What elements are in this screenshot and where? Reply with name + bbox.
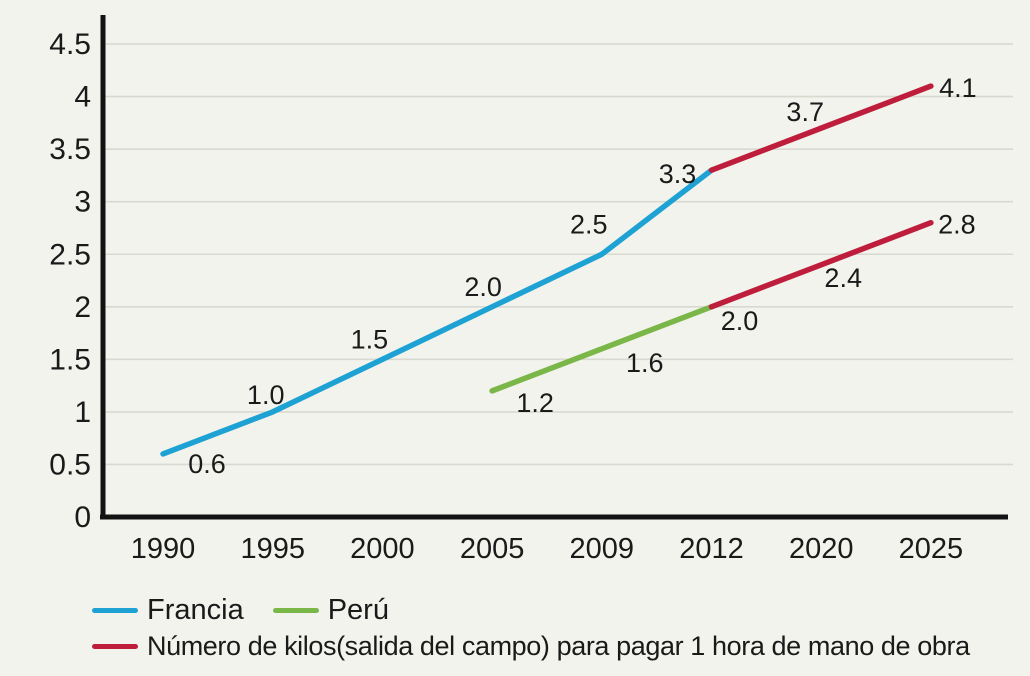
francia-line-swatch [92, 607, 138, 613]
data-label: 2.0 [464, 272, 502, 302]
chart-legend: Francia Perú Número de kilos(salida del … [92, 592, 1022, 664]
data-label: 1.5 [351, 324, 389, 354]
series-line-proyeccion-francia [708, 83, 934, 173]
data-label: 4.1 [939, 73, 977, 103]
x-tick-label: 1990 [131, 533, 196, 565]
x-tick-label: 2005 [460, 533, 525, 565]
y-tick-label: 3 [74, 186, 91, 219]
data-label: 1.6 [626, 348, 664, 378]
y-tick-label: 1 [74, 396, 91, 429]
line-chart-canvas: 0 0.5 1 1.5 2 2.5 3 3.5 4 4.5 1990 1995 2000 2005 2009… [49, 15, 1013, 565]
y-tick-label: 0.5 [49, 448, 91, 481]
data-label: 2.5 [570, 209, 608, 239]
projection-line-swatch [92, 643, 138, 649]
data-label: 3.3 [659, 159, 697, 189]
data-label: 2.4 [824, 263, 862, 293]
x-tick-label: 2012 [679, 533, 744, 565]
y-tick-label: 3.5 [49, 133, 91, 166]
peru-line-swatch [272, 607, 319, 613]
y-tick-label: 2.5 [49, 238, 91, 271]
data-label: 1.0 [247, 380, 285, 410]
y-tick-label: 4 [74, 81, 91, 114]
y-tick-label: 1.5 [49, 343, 91, 376]
series-line-francia [160, 167, 715, 457]
x-tick-label: 2025 [899, 533, 964, 565]
data-label: 0.6 [188, 449, 226, 479]
data-label: 2.8 [938, 210, 976, 240]
x-tick-label: 2020 [789, 533, 854, 565]
data-label: 2.0 [721, 306, 759, 336]
legend-row-projection: Número de kilos(salida del campo) para p… [92, 628, 1022, 664]
data-label: 1.2 [516, 388, 554, 418]
legend-row-countries: Francia Perú [92, 592, 1022, 628]
y-tick-label: 4.5 [49, 28, 91, 61]
data-label: 3.7 [786, 97, 824, 127]
legend-label-francia: Francia [147, 593, 244, 626]
x-tick-label: 2009 [570, 533, 635, 565]
x-tick-label: 2000 [350, 533, 415, 565]
x-tick-label: 1995 [240, 533, 305, 565]
y-tick-label: 2 [74, 291, 91, 324]
series-line-proyeccion-peru [708, 219, 934, 310]
legend-label-peru: Perú [327, 593, 389, 626]
y-tick-label: 0 [74, 501, 91, 534]
legend-label-projection: Número de kilos(salida del campo) para p… [147, 630, 970, 661]
series-line-peru [489, 304, 715, 394]
